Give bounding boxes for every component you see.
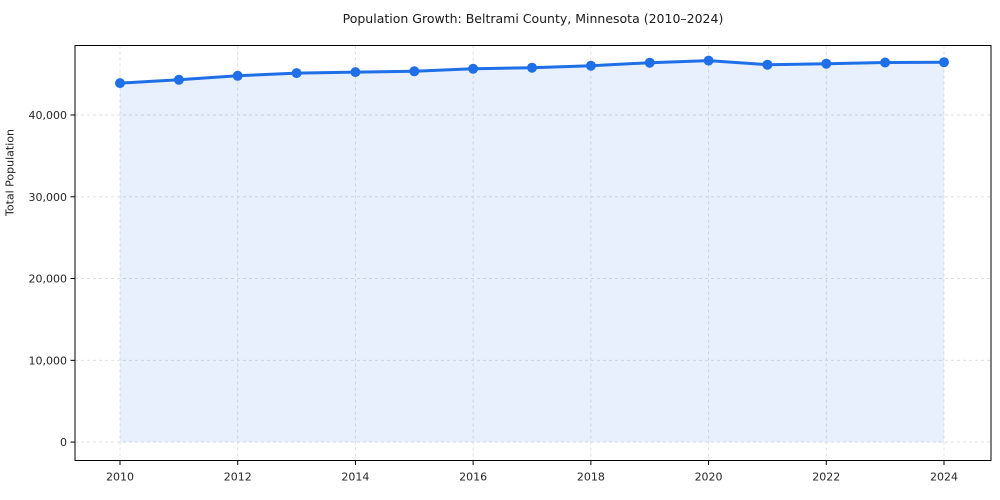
data-point [115, 78, 125, 89]
data-point [350, 67, 361, 78]
y-tick-label: 0 [60, 436, 67, 449]
x-tick-label: 2020 [695, 471, 723, 484]
chart-title: Population Growth: Beltrami County, Minn… [342, 11, 724, 26]
data-point [527, 62, 537, 73]
data-point [291, 68, 302, 79]
data-point [939, 57, 949, 68]
data-point [703, 55, 714, 66]
data-point [232, 70, 243, 81]
y-tick-label: 20,000 [29, 273, 68, 286]
data-point [173, 74, 184, 85]
data-point [880, 57, 891, 68]
plot-border [74, 45, 992, 461]
data-point [409, 66, 420, 77]
x-tick-label: 2014 [341, 471, 369, 484]
y-tick-label: 10,000 [29, 354, 68, 367]
data-point [585, 60, 596, 71]
y-tick-label: 40,000 [29, 109, 68, 122]
y-tick-label: 30,000 [29, 191, 68, 204]
x-tick-label: 2012 [224, 471, 252, 484]
data-point [644, 57, 655, 68]
x-tick-label: 2018 [577, 471, 605, 484]
data-point [468, 63, 479, 74]
x-tick-label: 2022 [812, 471, 840, 484]
area-fill [120, 60, 944, 443]
data-point [821, 58, 832, 69]
x-tick-label: 2010 [106, 471, 134, 484]
y-axis-label: Total Population [3, 129, 17, 217]
x-tick-label: 2016 [459, 471, 487, 484]
x-tick-label: 2024 [930, 471, 958, 484]
data-point [762, 59, 773, 70]
